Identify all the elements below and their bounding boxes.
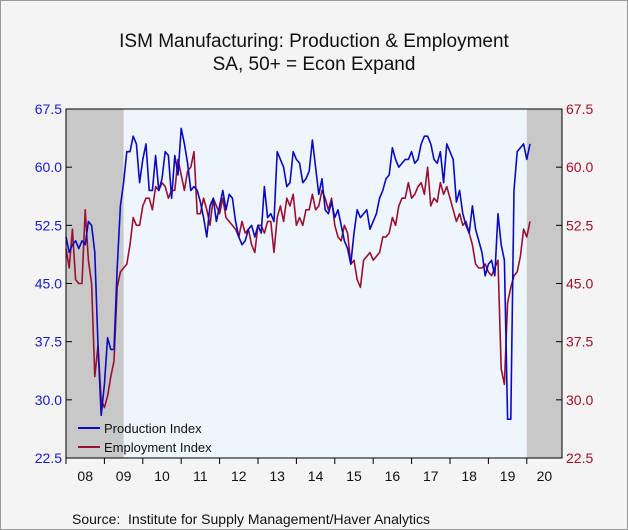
source-label: Source: <box>72 511 121 527</box>
right-tick-label: 37.5 <box>566 334 593 350</box>
plot-area <box>66 109 562 458</box>
left-tick-label: 60.0 <box>35 159 62 175</box>
x-tick-label: 11 <box>193 468 208 484</box>
legend: Production Index Employment Index <box>78 421 212 455</box>
x-tick-label: 17 <box>423 468 439 484</box>
x-tick-label: 13 <box>269 468 285 484</box>
right-tick-label: 30.0 <box>566 392 593 408</box>
left-tick-label: 30.0 <box>35 392 62 408</box>
right-tick-label: 60.0 <box>566 159 593 175</box>
source-text: Institute for Supply Management/Haver An… <box>128 511 430 527</box>
x-tick-label: 16 <box>385 468 401 484</box>
chart-title: ISM Manufacturing: Production & Employme… <box>119 31 509 52</box>
right-tick-label: 22.5 <box>566 450 593 466</box>
right-tick-label: 52.5 <box>566 217 593 233</box>
right-tick-label: 45.0 <box>566 276 593 292</box>
line-chart: 67.5 60.0 52.5 45.0 37.5 30.0 22.5 67.5 60.0 52.… <box>35 101 594 484</box>
left-tick-label: 52.5 <box>35 217 62 233</box>
x-tick-label: 15 <box>346 468 362 484</box>
production-index-line <box>65 127 531 421</box>
legend-label-employment: Employment Index <box>104 440 212 455</box>
right-tick-label: 67.5 <box>566 101 593 117</box>
series-lines <box>65 127 531 421</box>
legend-label-production: Production Index <box>104 421 202 436</box>
x-tick-label: 19 <box>500 468 516 484</box>
x-tick-label: 09 <box>116 468 132 484</box>
recession-band-0 <box>66 109 124 458</box>
employment-index-line <box>65 150 531 409</box>
plot-background <box>66 109 562 458</box>
left-tick-label: 22.5 <box>35 450 62 466</box>
x-tick-label: 12 <box>231 468 247 484</box>
title-block: ISM Manufacturing: Production & Employme… <box>0 30 628 76</box>
right-axis-ticks: 67.5 60.0 52.5 45.0 37.5 30.0 22.5 <box>556 101 593 466</box>
x-axis-ticks: 08 09 10 11 12 13 14 15 16 17 18 19 20 <box>65 458 553 484</box>
x-tick-label: 08 <box>77 468 93 484</box>
left-tick-label: 45.0 <box>35 276 62 292</box>
x-tick-label: 10 <box>154 468 170 484</box>
x-tick-label: 18 <box>461 468 477 484</box>
x-tick-label: 14 <box>308 468 324 484</box>
left-tick-label: 67.5 <box>35 101 62 117</box>
chart-subtitle: SA, 50+ = Econ Expand <box>212 54 416 75</box>
x-tick-label: 20 <box>537 468 553 484</box>
left-tick-label: 37.5 <box>35 334 62 350</box>
source-note: Source: Institute for Supply Management/… <box>72 511 430 527</box>
left-axis-ticks: 67.5 60.0 52.5 45.0 37.5 30.0 22.5 <box>35 101 72 466</box>
